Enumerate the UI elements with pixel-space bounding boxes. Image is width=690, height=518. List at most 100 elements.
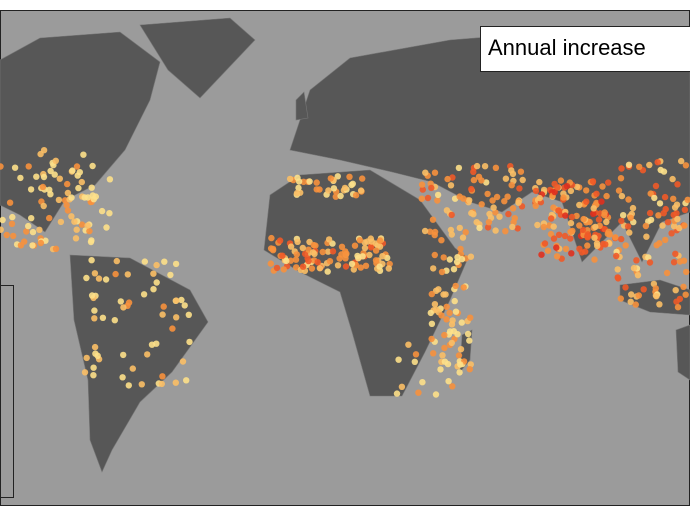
risk-dot xyxy=(613,252,620,260)
risk-dot xyxy=(286,175,294,183)
risk-dot xyxy=(52,245,60,252)
risk-dot xyxy=(599,183,606,190)
risk-dot xyxy=(71,218,78,225)
risk-dot xyxy=(438,237,445,244)
risk-dot xyxy=(267,260,274,267)
risk-dot xyxy=(617,295,624,302)
risk-dot xyxy=(473,162,481,170)
risk-dot xyxy=(326,258,334,265)
risk-dot xyxy=(590,205,597,212)
risk-dot xyxy=(485,219,493,226)
risk-dot xyxy=(72,235,80,242)
risk-dot xyxy=(448,321,456,328)
risk-dot xyxy=(276,237,284,244)
risk-dot xyxy=(431,231,438,239)
risk-dot xyxy=(550,204,557,211)
risk-dot xyxy=(295,178,303,185)
risk-dot xyxy=(478,177,485,184)
risk-dot xyxy=(555,207,562,214)
risk-dot xyxy=(6,199,14,206)
risk-dot xyxy=(632,301,639,308)
risk-dot xyxy=(496,213,503,220)
risk-dot xyxy=(441,331,448,339)
risk-dot xyxy=(614,266,621,273)
risk-dot xyxy=(603,218,610,226)
risk-dot xyxy=(484,224,492,231)
risk-dot xyxy=(602,241,609,248)
risk-dot xyxy=(95,275,103,282)
risk-dot xyxy=(342,263,350,270)
risk-dot xyxy=(578,249,586,256)
risk-dot xyxy=(653,293,660,300)
risk-dot xyxy=(415,389,422,396)
risk-dot xyxy=(567,228,574,235)
risk-dot xyxy=(593,199,600,207)
greenland xyxy=(139,17,256,99)
risk-dot xyxy=(434,191,442,199)
risk-dot xyxy=(622,284,629,291)
risk-dot xyxy=(81,194,88,201)
risk-dot xyxy=(446,309,453,317)
risk-dot xyxy=(441,358,449,365)
risk-dot xyxy=(481,163,489,170)
risk-dot xyxy=(598,198,605,205)
risk-dot xyxy=(141,258,148,265)
risk-dot xyxy=(68,213,75,220)
risk-dot xyxy=(442,291,449,298)
risk-dot xyxy=(40,202,47,210)
risk-dot xyxy=(646,161,653,169)
risk-dot xyxy=(438,268,446,276)
risk-dot xyxy=(618,192,626,200)
risk-dot xyxy=(113,257,121,265)
risk-dot xyxy=(634,272,642,279)
risk-dot xyxy=(548,215,555,222)
risk-dot xyxy=(36,226,43,233)
risk-dot xyxy=(652,182,660,190)
risk-dot xyxy=(629,204,637,212)
risk-dot xyxy=(81,369,89,376)
risk-dot xyxy=(541,240,549,247)
land xyxy=(0,17,690,473)
risk-dot xyxy=(90,372,97,379)
risk-dot xyxy=(668,230,675,237)
risk-dot xyxy=(384,254,391,262)
risk-dot xyxy=(405,341,412,348)
risk-dot xyxy=(655,212,662,219)
risk-dot xyxy=(553,244,560,251)
risk-dot xyxy=(645,254,652,261)
risk-dot xyxy=(605,228,612,235)
risk-dot xyxy=(0,226,4,233)
risk-dot xyxy=(534,221,541,229)
risk-dot xyxy=(106,176,114,183)
risk-dot xyxy=(467,361,474,368)
risk-dot xyxy=(398,383,406,390)
risk-dot xyxy=(268,234,275,242)
risk-dot xyxy=(661,193,669,201)
australia xyxy=(675,324,690,381)
risk-dot xyxy=(681,206,689,213)
risk-dot xyxy=(427,309,434,317)
risk-dot xyxy=(88,257,95,264)
risk-dot xyxy=(437,366,444,373)
risk-dot xyxy=(55,196,63,204)
risk-dot xyxy=(562,245,570,253)
risk-dot xyxy=(29,228,37,236)
risk-dot xyxy=(620,212,627,219)
risk-dot xyxy=(460,284,467,291)
risk-dot xyxy=(630,264,638,272)
risk-dot xyxy=(56,175,63,182)
risk-dot xyxy=(313,179,320,186)
risk-dot xyxy=(457,361,464,368)
risk-dot xyxy=(554,184,561,191)
risk-dot xyxy=(670,195,677,202)
risk-dot xyxy=(92,350,99,357)
north-america xyxy=(0,31,161,233)
risk-dot xyxy=(451,297,458,305)
risk-dot xyxy=(448,211,455,219)
risk-dot xyxy=(106,210,113,217)
risk-dot xyxy=(356,237,364,244)
risk-dot xyxy=(447,226,455,234)
risk-dot xyxy=(338,251,345,258)
risk-dot xyxy=(357,264,364,271)
